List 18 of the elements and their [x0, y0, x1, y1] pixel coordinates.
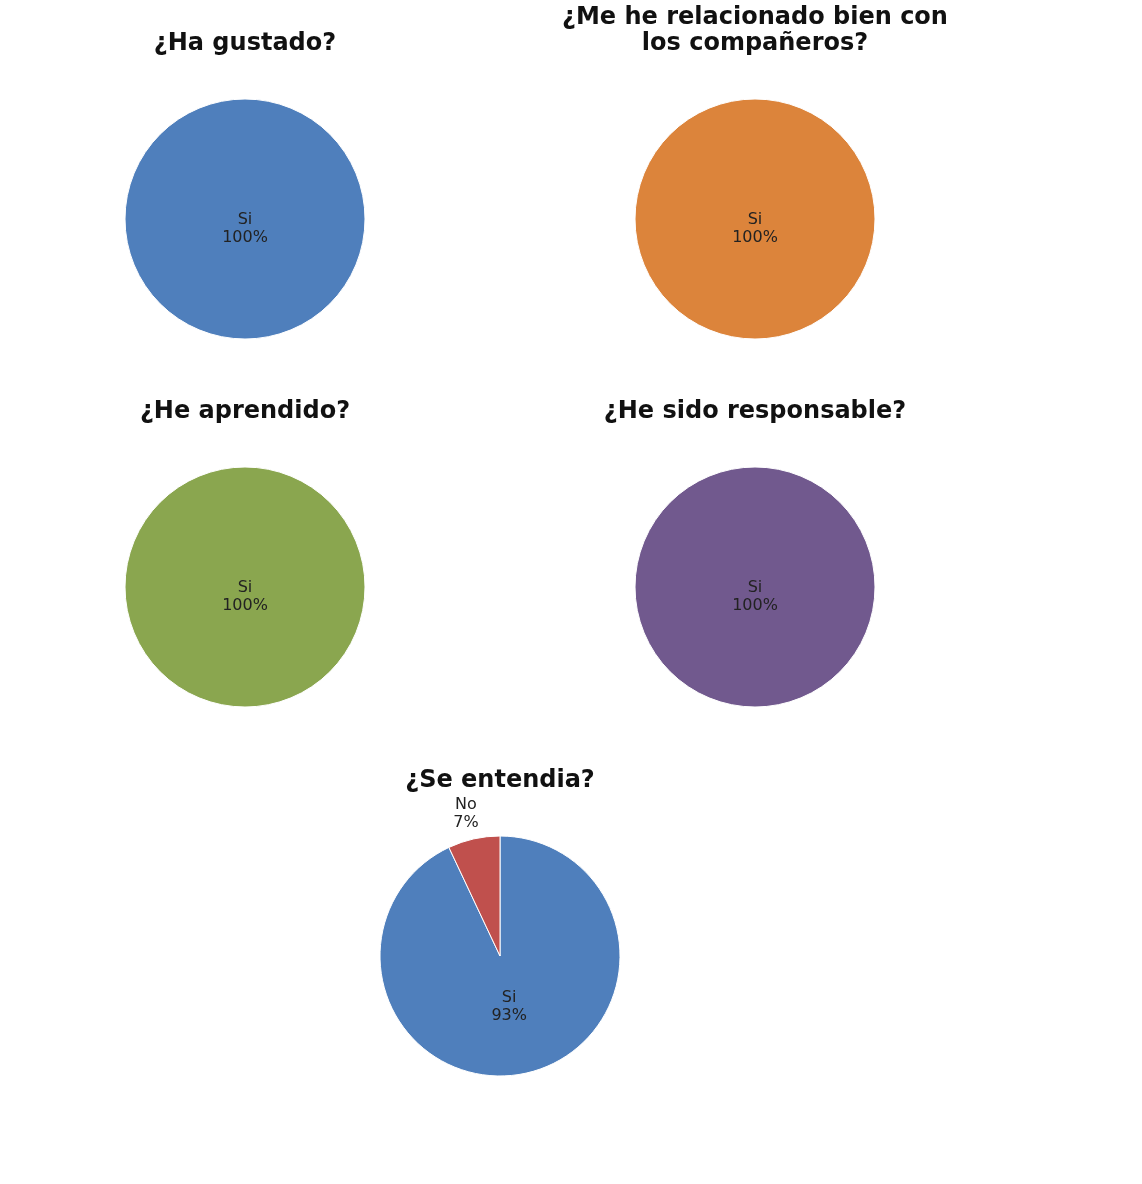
chart-title: ¿Me he relacionado bien con los compañeros? — [562, 2, 948, 56]
data-label: 100% — [222, 595, 268, 614]
slice-label: Si — [237, 577, 253, 596]
chart-title: ¿He sido responsable? — [603, 396, 907, 424]
chart-title: ¿Se entendia? — [405, 764, 595, 793]
slice-label: Si — [501, 986, 517, 1006]
slice-label: No — [455, 793, 477, 813]
chart-title: ¿He aprendido? — [139, 396, 351, 424]
slice-label: Si — [747, 209, 763, 228]
data-label: 100% — [732, 227, 778, 246]
data-label: 100% — [222, 227, 268, 246]
data-label: 7% — [453, 811, 479, 831]
slice-label: Si — [747, 577, 763, 596]
data-label: 100% — [732, 595, 778, 614]
pie-slice — [379, 835, 621, 1077]
chart-title: ¿Ha gustado? — [153, 28, 337, 56]
data-label: 93% — [491, 1004, 527, 1024]
slice-label: Si — [237, 209, 253, 228]
